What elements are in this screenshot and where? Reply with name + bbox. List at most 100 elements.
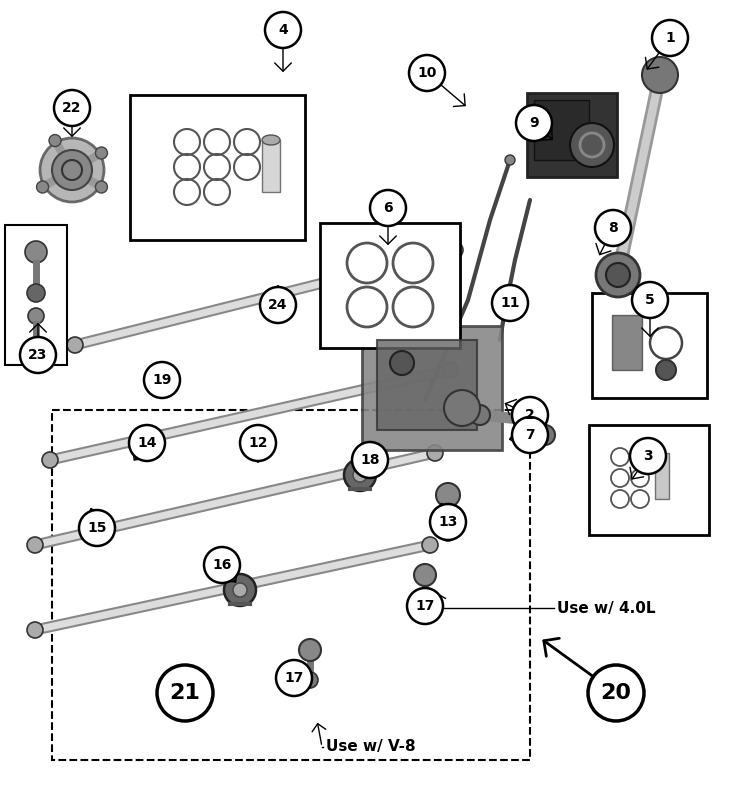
Circle shape bbox=[42, 452, 58, 468]
Circle shape bbox=[570, 123, 614, 167]
Circle shape bbox=[470, 405, 490, 425]
Circle shape bbox=[96, 147, 107, 159]
Circle shape bbox=[516, 105, 552, 141]
Circle shape bbox=[370, 190, 406, 226]
Text: 12: 12 bbox=[248, 436, 268, 450]
Bar bbox=[320, 223, 460, 348]
Text: 22: 22 bbox=[62, 101, 82, 115]
Circle shape bbox=[157, 665, 213, 721]
Circle shape bbox=[422, 537, 438, 553]
Circle shape bbox=[27, 622, 43, 638]
Text: Use w/ V-8: Use w/ V-8 bbox=[326, 739, 415, 755]
Circle shape bbox=[29, 341, 43, 355]
Bar bbox=[377, 340, 477, 430]
Circle shape bbox=[390, 351, 414, 375]
Text: 19: 19 bbox=[153, 373, 172, 387]
Text: 9: 9 bbox=[529, 116, 539, 130]
Circle shape bbox=[25, 241, 47, 263]
Circle shape bbox=[595, 210, 631, 246]
Circle shape bbox=[260, 287, 296, 323]
Circle shape bbox=[535, 425, 555, 445]
Text: 8: 8 bbox=[608, 221, 618, 235]
Circle shape bbox=[240, 425, 276, 461]
Circle shape bbox=[442, 362, 458, 378]
Circle shape bbox=[427, 445, 443, 461]
Text: 4: 4 bbox=[278, 23, 288, 37]
Text: 10: 10 bbox=[418, 66, 437, 80]
Circle shape bbox=[49, 134, 61, 146]
Bar bbox=[589, 425, 709, 535]
Text: 18: 18 bbox=[360, 453, 380, 467]
Circle shape bbox=[36, 181, 49, 193]
Circle shape bbox=[129, 425, 165, 461]
Bar bbox=[262, 140, 280, 192]
Circle shape bbox=[54, 90, 90, 126]
Circle shape bbox=[233, 583, 247, 597]
Circle shape bbox=[652, 20, 688, 56]
Text: 1: 1 bbox=[665, 31, 675, 45]
Circle shape bbox=[40, 138, 104, 202]
Circle shape bbox=[630, 438, 666, 474]
Bar bbox=[655, 453, 669, 499]
Circle shape bbox=[79, 510, 115, 546]
Circle shape bbox=[28, 308, 44, 324]
Circle shape bbox=[440, 525, 456, 541]
Text: Use w/ 4.0L: Use w/ 4.0L bbox=[557, 600, 656, 616]
Bar bbox=[5, 225, 67, 365]
Circle shape bbox=[606, 263, 630, 287]
Circle shape bbox=[276, 660, 312, 696]
Circle shape bbox=[144, 362, 180, 398]
Circle shape bbox=[344, 459, 376, 491]
Circle shape bbox=[414, 564, 436, 586]
Circle shape bbox=[512, 417, 548, 453]
Circle shape bbox=[27, 537, 43, 553]
Bar bbox=[130, 95, 305, 240]
Circle shape bbox=[596, 253, 640, 297]
Bar bbox=[527, 93, 617, 177]
Bar bbox=[52, 410, 530, 760]
Circle shape bbox=[353, 468, 367, 482]
Circle shape bbox=[67, 337, 83, 353]
Text: 16: 16 bbox=[212, 558, 231, 572]
Bar bbox=[592, 293, 707, 398]
Text: 15: 15 bbox=[88, 521, 107, 535]
Text: 23: 23 bbox=[28, 348, 47, 362]
Text: 21: 21 bbox=[169, 683, 201, 703]
Circle shape bbox=[224, 574, 256, 606]
Circle shape bbox=[204, 547, 240, 583]
Circle shape bbox=[409, 55, 445, 91]
Circle shape bbox=[352, 442, 388, 478]
Circle shape bbox=[265, 12, 301, 48]
Circle shape bbox=[512, 397, 548, 433]
Circle shape bbox=[492, 285, 528, 321]
Ellipse shape bbox=[262, 135, 280, 145]
Circle shape bbox=[52, 150, 92, 190]
Text: 24: 24 bbox=[268, 298, 288, 312]
Circle shape bbox=[430, 504, 466, 540]
Circle shape bbox=[444, 390, 480, 426]
Circle shape bbox=[96, 181, 107, 193]
Circle shape bbox=[642, 57, 678, 93]
Text: 20: 20 bbox=[601, 683, 631, 703]
Text: 14: 14 bbox=[137, 436, 157, 450]
Circle shape bbox=[632, 282, 668, 318]
Text: 17: 17 bbox=[284, 671, 304, 685]
Text: 13: 13 bbox=[438, 515, 458, 529]
Circle shape bbox=[407, 588, 443, 624]
Circle shape bbox=[302, 672, 318, 688]
Circle shape bbox=[505, 155, 515, 165]
Circle shape bbox=[299, 639, 321, 661]
Circle shape bbox=[20, 337, 56, 373]
Circle shape bbox=[27, 284, 45, 302]
Text: 11: 11 bbox=[500, 296, 520, 310]
Text: 7: 7 bbox=[525, 428, 535, 442]
Text: 6: 6 bbox=[383, 201, 393, 215]
Bar bbox=[612, 315, 642, 370]
Circle shape bbox=[417, 597, 433, 613]
Bar bbox=[534, 100, 589, 160]
Circle shape bbox=[656, 360, 676, 380]
Text: 5: 5 bbox=[645, 293, 655, 307]
Text: 2: 2 bbox=[525, 408, 535, 422]
Circle shape bbox=[588, 665, 644, 721]
Circle shape bbox=[436, 483, 460, 507]
